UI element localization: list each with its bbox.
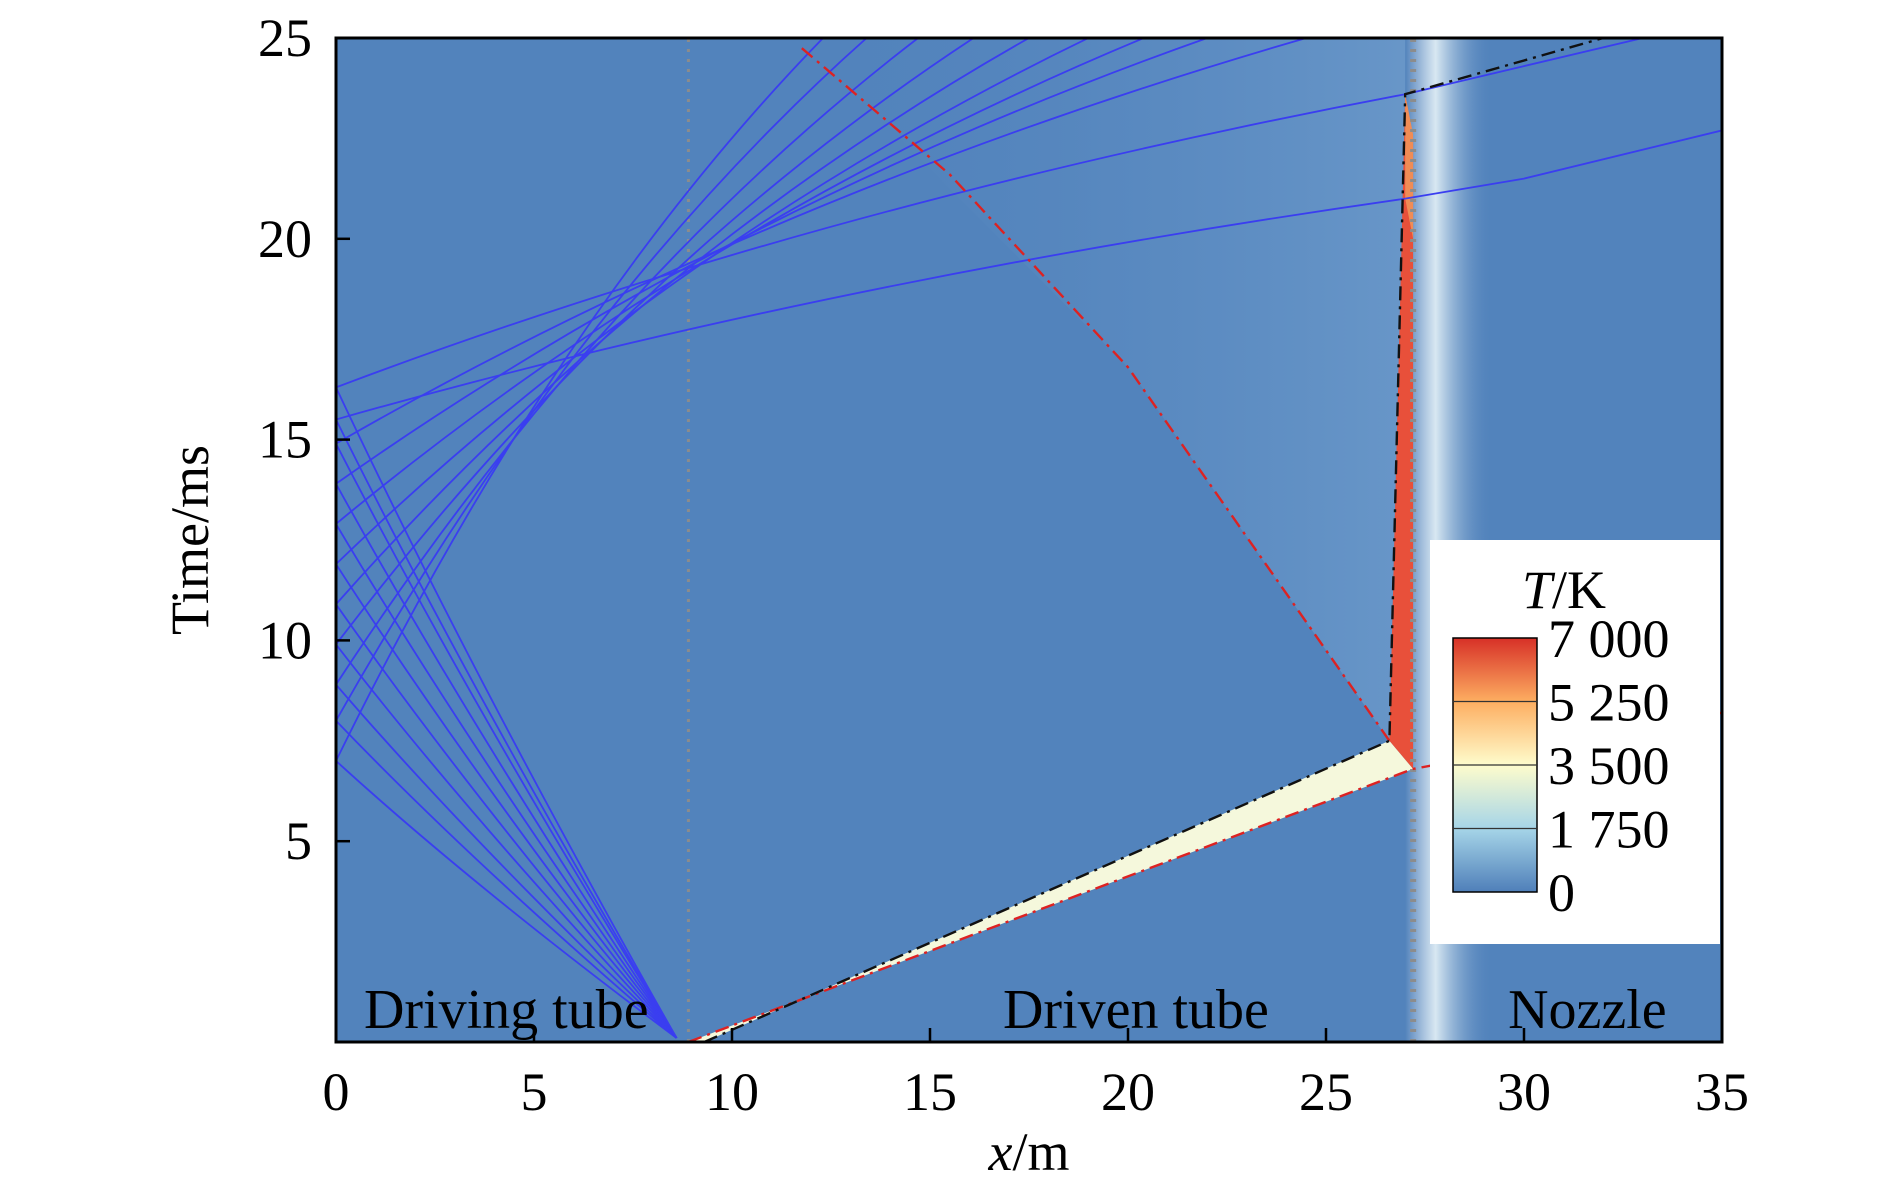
reflected-gas-region: [1389, 94, 1414, 769]
shock-line: [798, 45, 1391, 742]
x-tick-label: 5: [521, 1062, 548, 1122]
x-tick-label: 0: [323, 1062, 350, 1122]
reflected-wave-line: [336, 38, 1208, 485]
transmitted-wave-line: [1405, 129, 1722, 200]
colorbar-title-var: T: [1522, 560, 1556, 620]
y-axis-title: Time/ms: [160, 445, 220, 635]
reflected-wave-line: [336, 38, 1145, 525]
wave-lines: [336, 38, 1722, 1042]
region-label: Driving tube: [364, 979, 649, 1041]
region-label: Driven tube: [1003, 979, 1269, 1041]
transmitted-wave-line: [1404, 38, 1644, 96]
expansion-fan-line: [336, 760, 678, 1039]
x-axis-unit: /m: [1012, 1122, 1069, 1182]
region-label: Nozzle: [1508, 979, 1667, 1041]
x-tick-label: 35: [1695, 1062, 1749, 1122]
expansion-fan-line: [336, 720, 678, 1039]
x-tick-label: 15: [903, 1062, 957, 1122]
reflected-wave-line: [336, 38, 1307, 445]
driven-gas-region: [799, 38, 1406, 741]
colorbar-tick-label: 0: [1548, 863, 1575, 923]
x-axis-title: x/m: [988, 1122, 1070, 1182]
y-tick-label: 10: [258, 610, 312, 670]
plot-frame: [334, 36, 1724, 1044]
expansion-fan-line: [336, 683, 678, 1039]
colorbar-tick-label: 3 500: [1548, 736, 1670, 796]
reflected-wave-line: [336, 38, 1089, 565]
colorbar-tick-label: 5 250: [1548, 673, 1670, 733]
reflected-wave-line: [336, 93, 1406, 389]
colorbar-title-unit: /K: [1552, 560, 1606, 620]
axes: 0 5 10 15 20 25 30 35 5 10 15 20 25: [258, 8, 1749, 1122]
expansion-fan-line: [336, 387, 678, 1039]
y-tick-label: 25: [258, 8, 312, 68]
colorbar-title: T/K: [1522, 560, 1606, 620]
y-tick-label: 15: [258, 410, 312, 470]
reflected-wave-line: [336, 197, 1406, 421]
expansion-fan-line: [336, 523, 678, 1039]
x-tick-label: 10: [705, 1062, 759, 1122]
colorbar-tick-label: 7 000: [1548, 609, 1670, 669]
y-tick-label: 20: [258, 209, 312, 269]
expansion-fan-line: [336, 419, 678, 1039]
expansion-fan-line: [336, 483, 678, 1039]
expansion-fan-line: [336, 443, 678, 1039]
x-tick-label: 20: [1101, 1062, 1155, 1122]
colorbar-tick-label: 1 750: [1548, 800, 1670, 860]
shock-line: [687, 711, 1722, 1042]
reflected-wave-line: [336, 38, 1030, 605]
reflected-wave-line: [336, 38, 919, 686]
x-tick-label: 25: [1299, 1062, 1353, 1122]
reflected-wave-line: [336, 38, 824, 762]
x-axis-var: x: [988, 1122, 1013, 1182]
y-tick-label: 5: [285, 811, 312, 871]
reflected-wave-line: [336, 38, 975, 645]
reflected-wave-line: [336, 38, 868, 722]
region-labels: Driving tube Driven tube Nozzle: [364, 979, 1667, 1041]
shocked-gas-region: [688, 740, 1414, 1042]
expansion-fan-line: [336, 603, 678, 1039]
x-tick-label: 30: [1497, 1062, 1551, 1122]
expansion-fan-line: [336, 643, 678, 1039]
